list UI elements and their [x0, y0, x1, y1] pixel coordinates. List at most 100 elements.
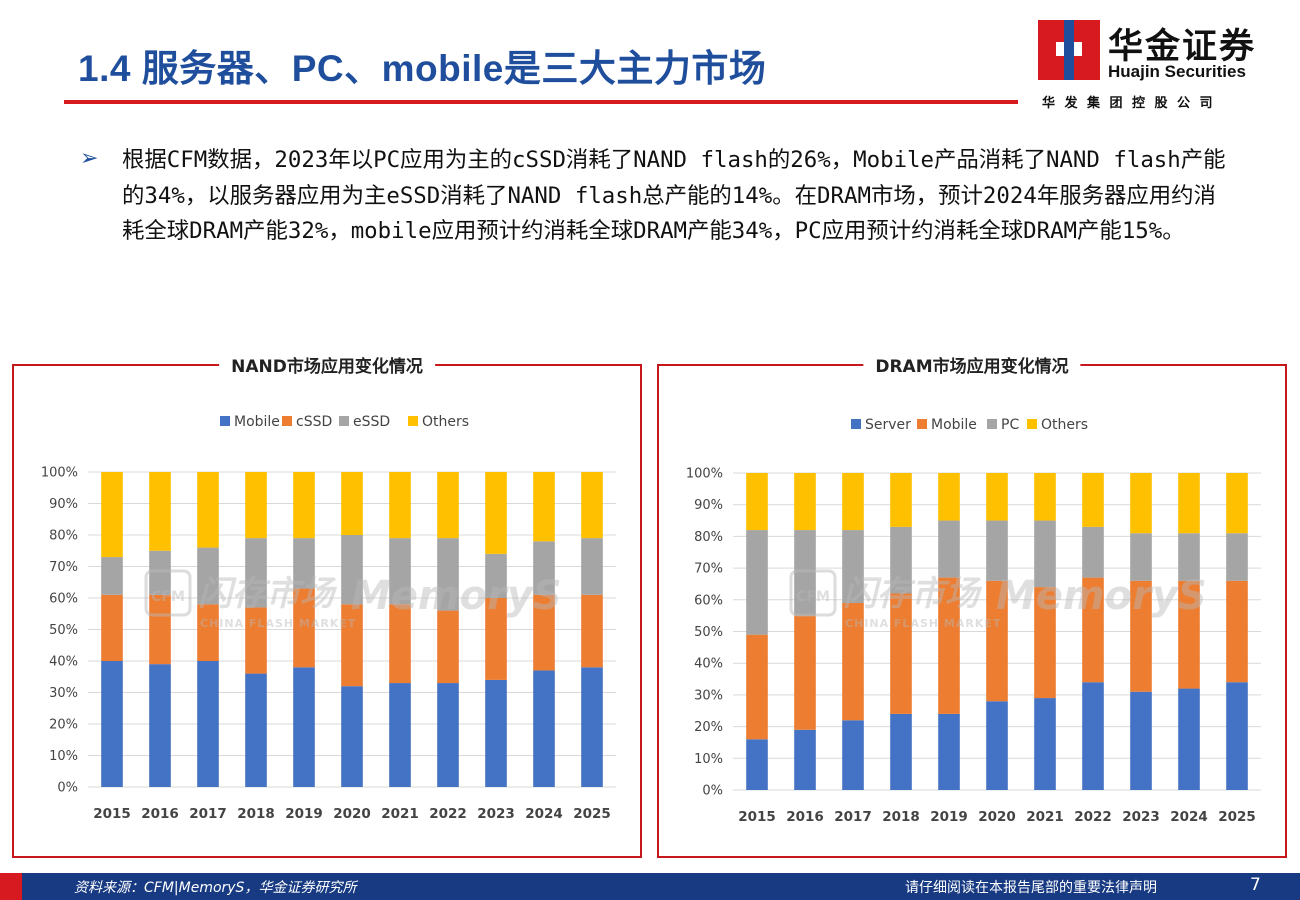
legend-swatch-others — [1027, 419, 1037, 429]
y-tick-label: 70% — [49, 560, 78, 575]
bar-segment-server-2022 — [1082, 682, 1104, 790]
legend-swatch-server — [851, 419, 861, 429]
watermark-brand-en: CHINA FLASH MARKET — [200, 617, 356, 630]
x-category-label: 2015 — [738, 809, 776, 825]
bar-segment-others-2023 — [485, 472, 507, 554]
bar-segment-mobile-2015 — [101, 661, 123, 787]
bar-segment-essd-2025 — [581, 538, 603, 595]
y-tick-label: 50% — [694, 625, 723, 640]
bar-segment-cssd-2019 — [293, 588, 315, 668]
x-category-label: 2024 — [1170, 809, 1208, 825]
bar-segment-others-2023 — [1130, 473, 1152, 534]
bar-segment-mobile-2024 — [533, 670, 555, 787]
bar-segment-others-2019 — [938, 473, 960, 521]
bar-segment-others-2015 — [746, 473, 768, 531]
bar-segment-others-2019 — [293, 472, 315, 539]
page-number: 7 — [1250, 875, 1261, 895]
legend-label-others: Others — [1041, 417, 1088, 433]
dram-chart: 0% 10% 20% 30% 40% 50% 60% 70% 80% 90% 100% 2015 201… — [686, 417, 1261, 825]
bar-segment-others-2021 — [389, 472, 411, 539]
x-category-label: 2022 — [1074, 809, 1112, 825]
y-tick-label: 0% — [57, 781, 78, 796]
bar-segment-others-2020 — [341, 472, 363, 535]
x-category-label: 2022 — [429, 806, 467, 822]
y-tick-label: 90% — [694, 498, 723, 513]
bar-segment-others-2017 — [842, 473, 864, 531]
bar-segment-pc-2022 — [1082, 526, 1104, 578]
bar-segment-cssd-2021 — [389, 604, 411, 684]
y-tick-label: 100% — [41, 466, 78, 481]
x-category-label: 2015 — [93, 806, 131, 822]
bar-segment-essd-2018 — [245, 538, 267, 608]
legend-swatch-pc — [987, 419, 997, 429]
y-tick-label: 40% — [694, 657, 723, 672]
bar-segment-server-2020 — [986, 701, 1008, 790]
y-tick-label: 20% — [49, 718, 78, 733]
bar-segment-mobile-2017 — [842, 602, 864, 721]
y-tick-label: 70% — [694, 562, 723, 577]
y-tick-label: 100% — [686, 467, 723, 482]
watermark-brand-memorys: MemoryS — [996, 573, 1207, 619]
watermark-brand-cn: 闪存市场 — [843, 574, 983, 614]
watermark-brand-en: CHINA FLASH MARKET — [845, 617, 1001, 630]
logo-subtitle: 华发集团控股公司 — [1042, 96, 1223, 111]
bar-segment-others-2022 — [437, 472, 459, 539]
bar-segment-mobile-2018 — [890, 593, 912, 714]
huajin-logo-icon — [1038, 20, 1100, 80]
y-tick-label: 80% — [49, 529, 78, 544]
bar-segment-cssd-2018 — [245, 607, 267, 674]
bar-segment-mobile-2021 — [1034, 587, 1056, 699]
bar-segment-others-2018 — [890, 473, 912, 527]
bar-segment-others-2015 — [101, 472, 123, 558]
y-tick-label: 40% — [49, 655, 78, 670]
bar-segment-others-2024 — [1178, 473, 1200, 534]
footer-accent — [0, 873, 22, 900]
bar-segment-server-2019 — [938, 713, 960, 790]
bar-segment-essd-2017 — [197, 547, 219, 605]
bar-segment-cssd-2017 — [197, 604, 219, 661]
legend-swatch-mobile — [220, 416, 230, 426]
bar-segment-mobile-2015 — [746, 634, 768, 740]
y-tick-label: 80% — [694, 530, 723, 545]
bar-segment-server-2015 — [746, 739, 768, 790]
x-category-label: 2016 — [786, 809, 824, 825]
y-tick-label: 90% — [49, 497, 78, 512]
watermark-logo: CFM — [796, 589, 830, 605]
bar-segment-others-2018 — [245, 472, 267, 539]
dram-chart-title: DRAM市场应用变化情况 — [863, 352, 1081, 377]
bar-segment-server-2025 — [1226, 682, 1248, 790]
bar-segment-server-2024 — [1178, 688, 1200, 790]
nand-chart: 0% 10% 20% 30% 40% 50% 60% 70% 80% 90% 100% 2015 201… — [41, 414, 616, 822]
bar-segment-mobile-2019 — [938, 577, 960, 714]
y-tick-label: 10% — [49, 749, 78, 764]
page-title: 1.4 服务器、PC、mobile是三大主力市场 — [78, 48, 767, 89]
watermark-logo: CFM — [151, 589, 185, 605]
y-tick-label: 10% — [694, 752, 723, 767]
legend-label-pc: PC — [1001, 417, 1019, 433]
bar-segment-mobile-2023 — [485, 679, 507, 787]
bar-segment-mobile-2024 — [1178, 580, 1200, 689]
bar-segment-server-2016 — [794, 729, 816, 790]
bar-segment-cssd-2025 — [581, 594, 603, 668]
bar-segment-others-2017 — [197, 472, 219, 548]
bar-segment-pc-2020 — [986, 520, 1008, 581]
x-category-label: 2016 — [141, 806, 179, 822]
bar-segment-mobile-2025 — [1226, 580, 1248, 683]
legend-label-others: Others — [422, 414, 469, 430]
legend-label-mobile: Mobile — [234, 414, 280, 430]
x-category-label: 2021 — [381, 806, 419, 822]
bar-segment-pc-2021 — [1034, 520, 1056, 588]
bar-segment-cssd-2016 — [149, 594, 171, 665]
legend-label-cssd: cSSD — [296, 414, 332, 430]
x-category-label: 2019 — [285, 806, 323, 822]
watermark-brand-memorys: MemoryS — [351, 573, 562, 619]
bar-segment-essd-2024 — [533, 541, 555, 595]
bar-segment-essd-2019 — [293, 538, 315, 589]
bar-segment-mobile-2017 — [197, 661, 219, 787]
bar-segment-server-2017 — [842, 720, 864, 790]
bar-segment-cssd-2023 — [485, 598, 507, 680]
bar-segment-others-2024 — [533, 472, 555, 542]
y-tick-label: 60% — [49, 592, 78, 607]
bar-segment-mobile-2018 — [245, 673, 267, 787]
legend-swatch-mobile — [917, 419, 927, 429]
